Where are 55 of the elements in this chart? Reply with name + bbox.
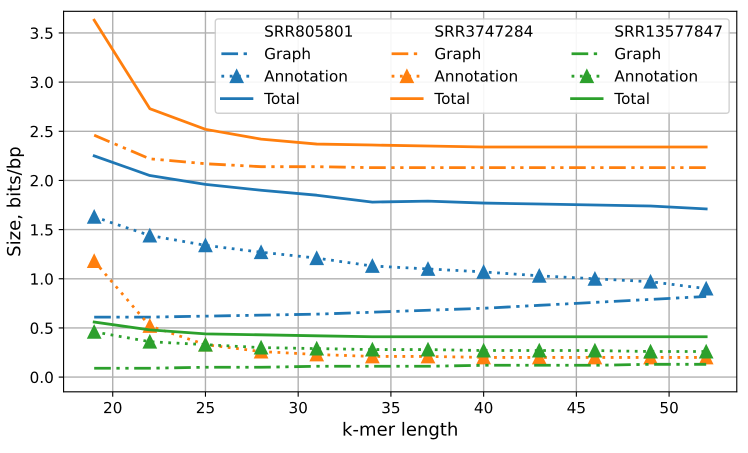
x-tick-label: 20 <box>104 402 122 414</box>
legend-label: Annotation <box>614 70 697 82</box>
point <box>421 342 435 357</box>
x-axis-title: k-mer length <box>344 422 457 440</box>
legend-label: Total <box>434 92 469 104</box>
line-series <box>92 154 708 210</box>
y-tick-label: 0.0 <box>30 372 53 384</box>
legend-label: Annotation <box>434 70 517 82</box>
legend-label: Annotation <box>264 70 347 82</box>
legend-label: Graph <box>265 48 310 62</box>
point <box>532 344 546 358</box>
point <box>87 254 102 268</box>
y-tick-label: 1.5 <box>31 224 53 236</box>
legend-label: Graph <box>435 48 480 62</box>
point <box>699 282 714 296</box>
point <box>532 268 546 283</box>
point <box>421 262 435 276</box>
annotation: SRR3747284 <box>435 25 533 37</box>
x-tick-label: 30 <box>290 402 307 414</box>
y-axis-title: Size, bits/bp <box>6 147 24 256</box>
annotation: SRR805801 <box>265 25 352 37</box>
y-tick-label: 2.5 <box>30 126 53 138</box>
y-tick-label: 0.5 <box>30 322 53 334</box>
x-tick-label: 40 <box>474 402 492 414</box>
legend-label: Total <box>614 92 649 104</box>
point <box>254 245 268 260</box>
point <box>365 342 380 357</box>
point <box>198 238 212 252</box>
line-series <box>92 134 708 170</box>
x-tick-label: 25 <box>196 402 214 414</box>
x-tick-label: 50 <box>660 402 678 414</box>
point <box>644 344 658 358</box>
point <box>644 274 658 289</box>
point <box>588 344 602 358</box>
x-tick-label: 45 <box>567 402 585 414</box>
point <box>476 344 491 358</box>
legend-label: Graph <box>615 48 660 62</box>
point <box>365 259 380 273</box>
legend-label: Total <box>264 92 298 104</box>
point <box>254 340 268 355</box>
y-tick-label: 2.0 <box>30 174 53 186</box>
y-tick-label: 1.0 <box>31 273 53 285</box>
point <box>87 210 102 224</box>
point <box>142 334 157 349</box>
x-tick-label: 35 <box>382 402 400 414</box>
point <box>310 251 324 266</box>
point <box>310 342 324 356</box>
point <box>87 324 102 339</box>
annotation: SRR13577847 <box>615 25 722 37</box>
point <box>588 272 602 286</box>
point <box>476 264 491 279</box>
point <box>699 344 714 358</box>
y-tick-label: 3.5 <box>30 27 53 39</box>
point <box>142 228 157 242</box>
y-tick-label: 3.0 <box>30 76 53 88</box>
